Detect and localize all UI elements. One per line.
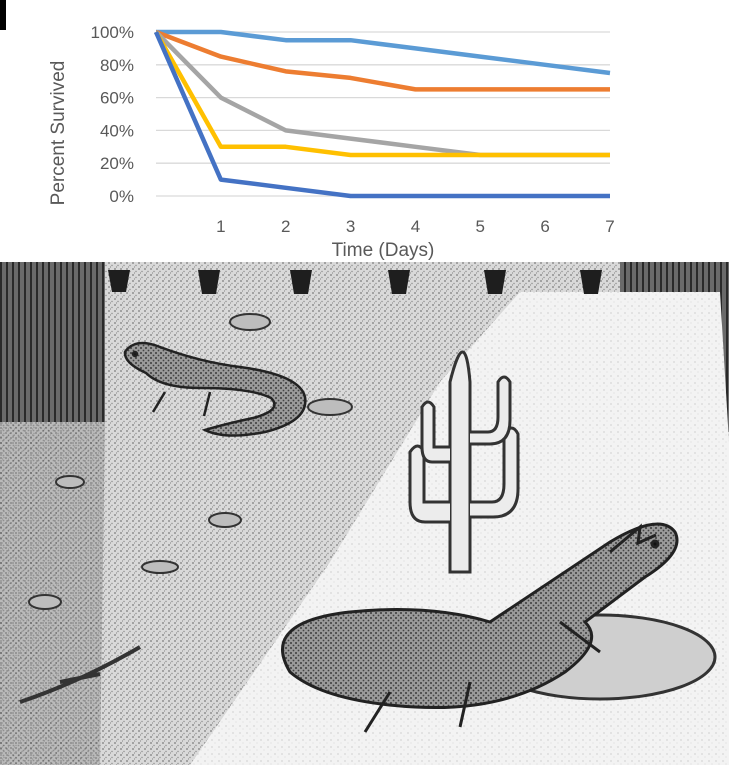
twig bbox=[19, 645, 142, 704]
heat-lamp-icon bbox=[108, 270, 130, 292]
series-line-4 bbox=[154, 30, 610, 158]
series-line-3 bbox=[154, 30, 610, 158]
x-tick-label: 2 bbox=[281, 217, 290, 236]
survival-chart: 0% 20% 40% 60% 80% 100% 1 2 3 4 5 6 7 Percent Survi… bbox=[6, 0, 712, 268]
y-tick-label: 20% bbox=[100, 154, 134, 173]
x-tick-labels: 1 2 3 4 5 6 7 bbox=[216, 217, 615, 236]
panel-corner-mark bbox=[0, 0, 6, 30]
x-tick-label: 3 bbox=[346, 217, 355, 236]
heat-lamp-icon bbox=[198, 270, 220, 294]
heat-lamp-icon bbox=[580, 270, 602, 294]
heat-lamp-icon bbox=[388, 270, 410, 294]
series-layer bbox=[153, 29, 611, 199]
series-line-1 bbox=[156, 29, 611, 76]
chart-canvas: 0% 20% 40% 60% 80% 100% 1 2 3 4 5 6 7 Percent Survi… bbox=[48, 23, 615, 261]
y-tick-label: 100% bbox=[91, 23, 134, 42]
shadow-zone bbox=[0, 422, 105, 765]
x-tick-label: 4 bbox=[411, 217, 420, 236]
series-line-2 bbox=[155, 29, 610, 92]
x-tick-label: 1 bbox=[216, 217, 225, 236]
y-axis-label: Percent Survived bbox=[48, 61, 69, 206]
lizard-background bbox=[123, 341, 307, 437]
cactus bbox=[408, 350, 520, 574]
y-tick-label: 80% bbox=[100, 56, 134, 75]
y-tick-label: 60% bbox=[100, 89, 134, 108]
heat-lamp-icon bbox=[290, 270, 312, 294]
x-tick-label: 6 bbox=[540, 217, 549, 236]
x-tick-label: 7 bbox=[605, 217, 614, 236]
lizard-foreground bbox=[281, 522, 679, 733]
y-tick-label: 40% bbox=[100, 121, 134, 140]
y-tick-label: 0% bbox=[109, 187, 134, 206]
x-tick-label: 5 bbox=[476, 217, 485, 236]
x-axis-label: Time (Days) bbox=[332, 240, 435, 261]
heat-lamp-icon bbox=[484, 270, 506, 294]
stones bbox=[28, 313, 353, 610]
heat-lamps bbox=[108, 270, 602, 294]
terrarium-illustration bbox=[0, 262, 729, 765]
series-line-5 bbox=[153, 31, 610, 199]
y-tick-labels: 0% 20% 40% 60% 80% 100% bbox=[91, 23, 134, 206]
left-wall bbox=[0, 262, 105, 422]
